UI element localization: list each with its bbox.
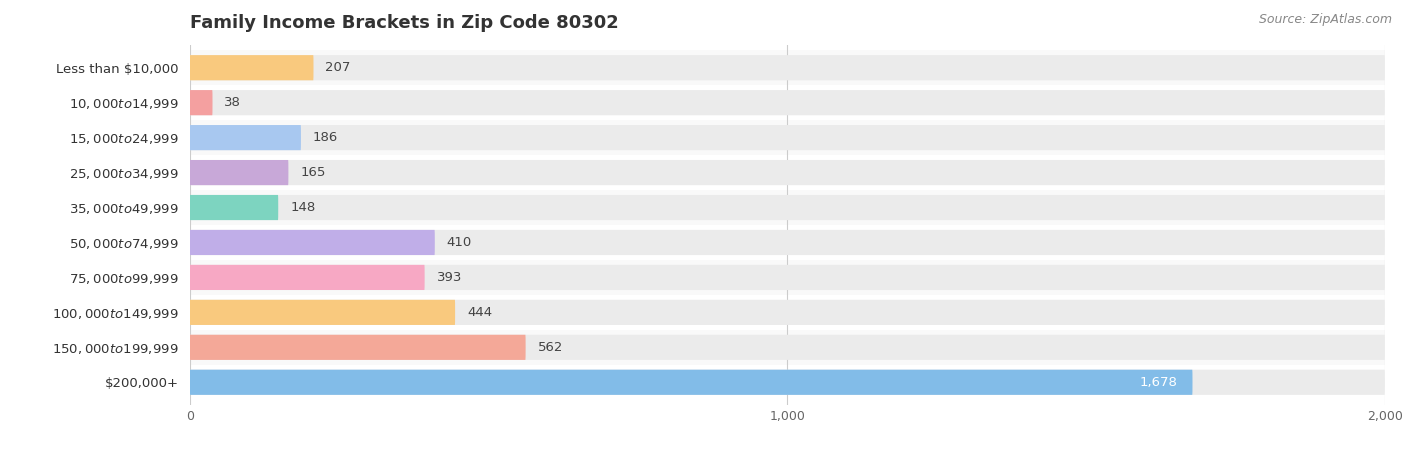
FancyBboxPatch shape [190,300,456,325]
Text: 186: 186 [314,131,339,144]
Text: 1,678: 1,678 [1140,376,1178,389]
FancyBboxPatch shape [190,125,301,150]
FancyBboxPatch shape [166,120,1406,155]
FancyBboxPatch shape [166,155,1406,190]
FancyBboxPatch shape [190,335,1385,360]
FancyBboxPatch shape [190,160,288,185]
FancyBboxPatch shape [190,300,1385,325]
Text: 165: 165 [301,166,326,179]
Text: Family Income Brackets in Zip Code 80302: Family Income Brackets in Zip Code 80302 [190,14,619,32]
FancyBboxPatch shape [190,195,1385,220]
FancyBboxPatch shape [166,50,1406,85]
FancyBboxPatch shape [166,85,1406,120]
Text: 393: 393 [437,271,463,284]
FancyBboxPatch shape [190,265,1385,290]
FancyBboxPatch shape [190,195,278,220]
FancyBboxPatch shape [190,90,1385,115]
Text: 148: 148 [290,201,315,214]
Text: 38: 38 [225,96,242,109]
FancyBboxPatch shape [190,230,434,255]
FancyBboxPatch shape [190,370,1385,395]
Text: 562: 562 [537,341,562,354]
FancyBboxPatch shape [190,230,1385,255]
Text: 207: 207 [325,61,352,74]
FancyBboxPatch shape [190,55,314,80]
FancyBboxPatch shape [166,190,1406,225]
FancyBboxPatch shape [190,90,212,115]
FancyBboxPatch shape [190,160,1385,185]
FancyBboxPatch shape [190,265,425,290]
Text: 410: 410 [447,236,472,249]
FancyBboxPatch shape [166,330,1406,365]
FancyBboxPatch shape [166,225,1406,260]
FancyBboxPatch shape [190,370,1192,395]
FancyBboxPatch shape [166,295,1406,330]
FancyBboxPatch shape [190,55,1385,80]
Text: 444: 444 [467,306,492,319]
FancyBboxPatch shape [190,335,526,360]
FancyBboxPatch shape [190,125,1385,150]
FancyBboxPatch shape [166,260,1406,295]
Text: Source: ZipAtlas.com: Source: ZipAtlas.com [1258,14,1392,27]
FancyBboxPatch shape [166,365,1406,400]
